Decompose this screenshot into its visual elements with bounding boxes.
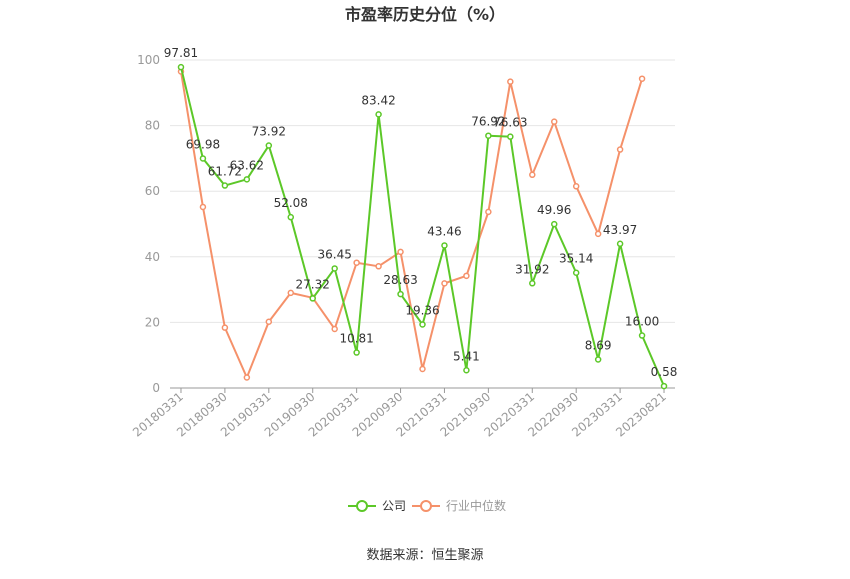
industry-median-point [594, 230, 602, 238]
data-label: 43.97 [603, 223, 637, 237]
y-tick-label: 20 [145, 315, 160, 329]
industry-median-point [199, 203, 207, 211]
legend-industry-marker [420, 500, 432, 512]
x-axis: 2018033120180930201903312019093020200331… [130, 387, 675, 440]
data-label: 76.63 [493, 116, 527, 130]
company-point [660, 382, 668, 390]
industry-median-point [221, 324, 229, 331]
grid [170, 59, 675, 323]
y-axis: 0 20 40 60 80 100 [137, 53, 160, 395]
company-point [485, 132, 492, 139]
data-label: 61.72 [208, 165, 242, 179]
company-point [375, 111, 382, 118]
company-point [287, 213, 295, 221]
legend-company-marker [356, 500, 368, 512]
company-point [463, 367, 470, 374]
industry-median-point [550, 118, 558, 125]
company-point [616, 240, 624, 248]
industry-median-point [331, 325, 338, 333]
data-label: 31.92 [515, 262, 549, 276]
company-point [419, 321, 426, 328]
data-label: 43.46 [427, 224, 461, 238]
data-label: 35.14 [559, 252, 593, 266]
data-label: 36.45 [317, 247, 351, 261]
y-tick-label: 60 [145, 184, 160, 198]
industry-median-point [572, 183, 580, 190]
company-point [353, 349, 360, 356]
data-label: 49.96 [537, 203, 571, 217]
company-point [331, 265, 338, 272]
company-point [309, 295, 316, 302]
data-label: 5.41 [453, 349, 480, 363]
industry-median-point [485, 208, 492, 216]
industry-median-line [179, 71, 644, 379]
company-point [572, 269, 580, 276]
data-label: 28.63 [383, 273, 417, 287]
industry-median-point [375, 263, 382, 270]
y-tick-label: 0 [152, 381, 160, 395]
data-label: 0.58 [651, 365, 678, 379]
company-point [397, 290, 404, 298]
y-tick-label: 40 [145, 250, 160, 264]
data-label: 10.81 [339, 332, 373, 346]
company-point [265, 142, 273, 149]
company-point [221, 182, 229, 189]
y-tick-label: 80 [145, 119, 160, 133]
company-point [550, 220, 558, 228]
data-label: 63.62 [230, 158, 264, 172]
data-label: 83.42 [361, 93, 395, 107]
industry-median-point [243, 374, 251, 381]
industry-median-point [441, 280, 448, 287]
data-label: 27.32 [296, 277, 330, 291]
series-lines [177, 63, 668, 390]
data-label: 8.69 [585, 338, 612, 352]
data-label: 19.36 [405, 303, 439, 317]
company-point [441, 242, 448, 249]
source-note: 数据来源：恒生聚源 [366, 548, 483, 563]
legend-item-company[interactable]: 公司 [348, 499, 406, 513]
company-point [243, 176, 251, 183]
company-point [177, 63, 185, 71]
company-point [638, 332, 646, 339]
data-label: 69.98 [186, 137, 220, 151]
industry-median-point [638, 75, 646, 82]
legend-item-industry-median[interactable]: 行业中位数 [412, 498, 506, 513]
legend[interactable]: 公司 行业中位数 [348, 498, 506, 513]
industry-median-point [419, 365, 426, 373]
industry-median-point [616, 146, 624, 153]
data-label: 97.81 [164, 46, 198, 60]
industry-median-point [463, 272, 470, 280]
industry-median-point [397, 248, 404, 256]
chart-title: 市盈率历史分位（%） [345, 5, 505, 24]
company-point [199, 155, 207, 162]
industry-median-point [287, 289, 295, 297]
industry-median-point [265, 318, 273, 325]
company-point [594, 356, 602, 363]
company-point [529, 280, 536, 287]
y-tick-label: 100 [137, 53, 160, 67]
legend-company-label: 公司 [382, 499, 406, 513]
company-point [507, 133, 514, 140]
data-label: 52.08 [274, 196, 308, 210]
data-label: 16.00 [625, 315, 659, 329]
legend-industry-label: 行业中位数 [446, 498, 506, 513]
industry-median-point [529, 171, 536, 179]
data-label: 73.92 [252, 125, 286, 139]
industry-median-point [353, 259, 360, 266]
industry-median-point [507, 78, 514, 85]
data-label: 76.92 [471, 115, 505, 129]
